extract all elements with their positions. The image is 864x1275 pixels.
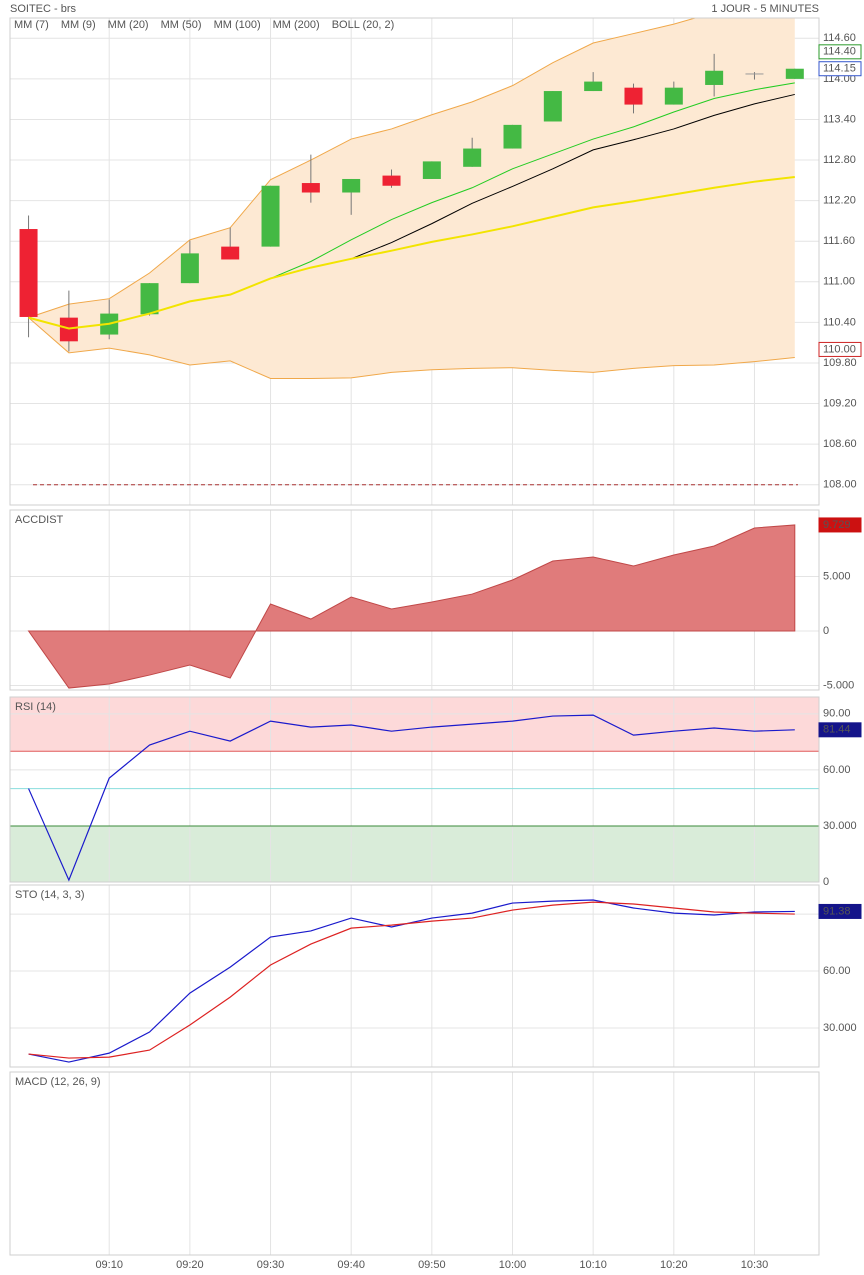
- zone: [10, 825, 819, 882]
- panel-background: [10, 885, 819, 1067]
- x-tick-label: 09:20: [176, 1259, 204, 1271]
- x-tick-label: 10:20: [660, 1259, 688, 1271]
- panel-title: STO (14, 3, 3): [15, 889, 85, 901]
- y-tick-label: 111.00: [823, 276, 855, 288]
- last-value-label: 91.38: [823, 905, 851, 917]
- y-tick-label: 109.20: [823, 397, 857, 409]
- legend-entry: MM (50): [161, 19, 202, 31]
- y-tick-label: 112.80: [823, 154, 856, 166]
- panel-title: RSI (14): [15, 701, 56, 713]
- panel-title: ACCDIST: [15, 514, 64, 526]
- y-tick-label: 60.00: [823, 764, 851, 776]
- area: [27, 524, 796, 689]
- bollinger-lower: [28, 317, 795, 380]
- candle-body: [745, 73, 764, 75]
- y-tick-label: 90.00: [823, 708, 851, 720]
- candle-body: [140, 283, 159, 315]
- legend-entry: MM (100): [214, 19, 261, 31]
- candle-body: [624, 87, 643, 105]
- chart-title: SOITEC - brs: [10, 3, 77, 15]
- y-tick-label: 30.000: [823, 1022, 857, 1034]
- y-tick-label: 112.20: [823, 195, 856, 207]
- candle-body: [221, 246, 240, 260]
- last-value-box: [818, 903, 862, 919]
- legend-entry: MM (9): [61, 19, 96, 31]
- last-value-label: 110.00: [823, 343, 856, 355]
- x-tick-label: 09:30: [257, 1259, 285, 1271]
- panel-border: [9, 17, 820, 506]
- timeframe: 1 JOUR - 5 MINUTES: [711, 3, 819, 15]
- x-tick-label: 10:10: [579, 1259, 607, 1271]
- last-value-box: [818, 61, 862, 77]
- y-tick-label: 108.60: [823, 438, 857, 450]
- candle-body: [19, 229, 38, 317]
- candle-body: [382, 175, 401, 186]
- candle-body: [59, 317, 78, 342]
- y-tick-label: 113.40: [823, 113, 856, 125]
- x-tick-label: 09:10: [95, 1259, 123, 1271]
- bollinger-upper: [28, 18, 697, 319]
- zone: [10, 697, 819, 752]
- panel-title: MACD (12, 26, 9): [15, 1076, 101, 1088]
- moving-average: [350, 93, 795, 260]
- y-tick-label: 30.000: [823, 820, 857, 832]
- y-tick-label: 114.60: [823, 32, 856, 44]
- candle-body: [543, 91, 562, 122]
- panel: [10, 510, 819, 690]
- y-tick-label: 110.40: [823, 316, 856, 328]
- candle-body: [463, 148, 482, 167]
- panel-border: [9, 1071, 820, 1256]
- y-tick-label: 0: [823, 876, 829, 888]
- candle-body: [664, 87, 683, 105]
- last-value-box: [818, 44, 862, 60]
- panel: [10, 697, 819, 882]
- line: [28, 901, 795, 1059]
- panel-border: [9, 696, 820, 883]
- last-value-label: 114.15: [823, 63, 856, 75]
- legend-entry: MM (7): [14, 19, 49, 31]
- last-value-label: 114.40: [823, 46, 856, 58]
- last-value-box: [818, 722, 862, 738]
- panel: [10, 1072, 819, 1255]
- candle-body: [422, 161, 441, 179]
- y-tick-label: 109.80: [823, 357, 857, 369]
- x-tick-label: 10:00: [499, 1259, 527, 1271]
- legend-entry: MM (200): [273, 19, 320, 31]
- panel: [10, 885, 819, 1067]
- y-tick-label: 60.00: [823, 965, 851, 977]
- candle-body: [584, 81, 603, 92]
- y-tick-label: 5.000: [823, 570, 851, 582]
- y-tick-label: 108.00: [823, 479, 857, 491]
- candle-body: [503, 124, 522, 149]
- panel-background: [10, 1072, 819, 1255]
- x-tick-label: 10:30: [741, 1259, 769, 1271]
- candle-body: [785, 68, 804, 79]
- candle-body: [705, 70, 724, 85]
- panel-border: [9, 884, 820, 1068]
- legend-entry: MM (20): [108, 19, 149, 31]
- x-tick-label: 09:50: [418, 1259, 446, 1271]
- y-tick-label: 0: [823, 625, 829, 637]
- legend-entry: BOLL (20, 2): [332, 19, 395, 31]
- candle-body: [261, 185, 280, 247]
- last-value-box: [818, 341, 862, 357]
- moving-average: [270, 82, 795, 279]
- moving-average: [28, 175, 795, 330]
- panel: [10, 18, 819, 505]
- x-tick-label: 09:40: [337, 1259, 365, 1271]
- line: [28, 714, 795, 882]
- y-tick-label: 111.60: [823, 235, 855, 247]
- last-value-box: [818, 517, 862, 533]
- y-tick-label: -5.000: [823, 679, 854, 691]
- candle-body: [180, 253, 199, 284]
- candle-body: [301, 183, 320, 193]
- candle-body: [342, 178, 361, 193]
- bollinger-band: [28, 18, 795, 379]
- panel-border: [9, 509, 820, 691]
- last-value-label: 81.44: [823, 724, 851, 736]
- last-value-label: 9.729: [823, 519, 851, 531]
